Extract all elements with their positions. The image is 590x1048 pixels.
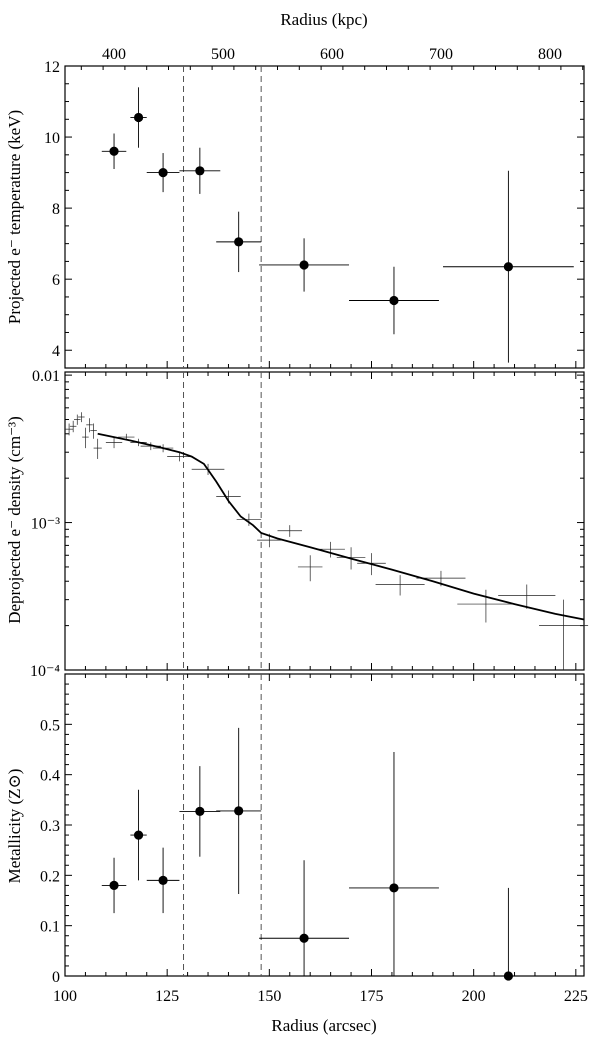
temperature-frame [64, 65, 585, 369]
metallicity-point [299, 933, 309, 943]
top-axis-label: Radius (kpc) [280, 10, 367, 29]
temperature-ytick-label: 8 [52, 201, 60, 218]
temperature-point [389, 295, 399, 306]
density-ytick-label: 10⁻⁴ [30, 663, 60, 680]
temperature-point [133, 112, 144, 123]
bottom-axis-label: Radius (arcsec) [271, 1016, 376, 1035]
kpc-tick-label: 800 [538, 46, 562, 63]
density-ylabel: Deprojected e⁻ density (cm⁻³) [5, 416, 24, 624]
temperature-point [234, 237, 244, 247]
metallicity-point [389, 883, 399, 893]
arcsec-tick-label: 125 [155, 988, 179, 1005]
metallicity-point [133, 830, 144, 840]
temperature-point [195, 166, 205, 176]
temperature-ytick-label: 4 [52, 343, 60, 360]
kpc-tick-label: 500 [211, 46, 235, 63]
density-frame [64, 371, 585, 671]
temperature-ylabel: Projected e⁻ temperature (keV) [5, 110, 24, 324]
metallicity-point [234, 806, 244, 816]
kpc-tick-label: 400 [102, 46, 126, 63]
metallicity-ytick-label: 0.5 [40, 717, 60, 734]
metallicity-ytick-label: 0.2 [40, 868, 60, 885]
metallicity-frame [64, 673, 585, 977]
metallicity-ytick-label: 0 [52, 969, 60, 986]
metallicity-point [158, 875, 168, 885]
metallicity-ylabel: Metallicity (Z⊙) [5, 769, 24, 884]
density-model-curve [97, 432, 585, 621]
density-ytick-label: 10⁻³ [31, 516, 60, 533]
density-ytick-label: 0.01 [32, 368, 60, 385]
temperature-point [503, 262, 513, 272]
temperature-ytick-label: 10 [44, 130, 60, 147]
chart-marks: 4 6 8 10 12 0.01 10⁻³ 10⁻⁴ 0 0.1 0.2 0.3 0.4 0.5 400 50… [30, 46, 589, 1005]
metallicity-ytick-label: 0.3 [40, 818, 60, 835]
temperature-ytick-label: 6 [52, 272, 60, 289]
temperature-ytick-label: 12 [44, 59, 60, 76]
temperature-point [109, 146, 119, 156]
kpc-tick-label: 600 [320, 46, 344, 63]
arcsec-tick-label: 100 [53, 988, 77, 1005]
metallicity-ytick-label: 0.4 [40, 768, 60, 785]
arcsec-tick-label: 150 [257, 988, 281, 1005]
arcsec-tick-label: 200 [462, 988, 486, 1005]
metallicity-point [503, 971, 513, 981]
arcsec-tick-label: 225 [564, 988, 588, 1005]
metallicity-point [195, 806, 205, 817]
temperature-point [158, 167, 168, 178]
arcsec-tick-label: 175 [359, 988, 383, 1005]
temperature-point [299, 260, 309, 270]
kpc-tick-label: 700 [429, 46, 453, 63]
metallicity-ytick-label: 0.1 [40, 919, 60, 936]
metallicity-point [109, 880, 119, 891]
